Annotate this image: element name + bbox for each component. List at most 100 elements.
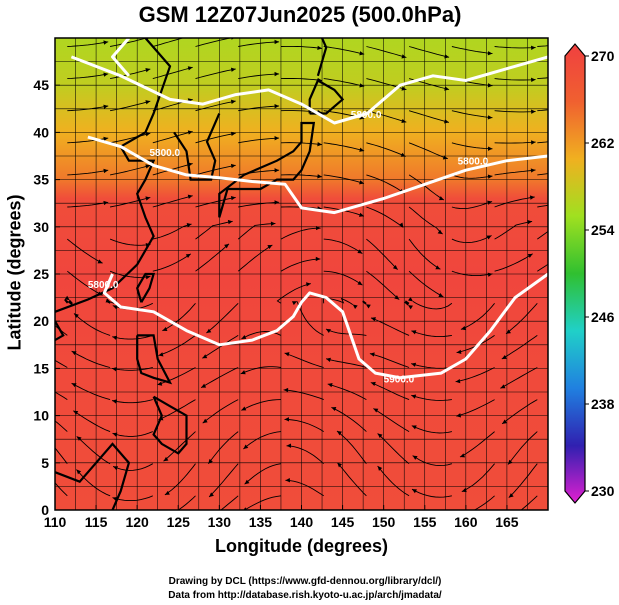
streamline [110,132,151,144]
y-axis-ticks: 0 5 10 15 20 25 30 35 40 45 [33,77,60,518]
streamline-arrow [456,413,462,418]
credit-drawing: Drawing by DCL (https://www.gfd-dennou.o… [168,576,442,587]
streamline [494,169,536,176]
streamline-arrow [64,295,70,301]
streamline-arrow [359,180,365,185]
streamline [241,399,282,411]
streamline-arrow [531,140,536,145]
contour-label: 5800.0 [458,156,489,167]
y-tick-label: 0 [41,502,49,518]
chart-title: GSM 12Z07Jun2025 (500.0hPa) [138,2,462,27]
contour-line [87,135,548,215]
streamline-arrow [241,334,247,339]
streamline [537,109,548,112]
streamline [411,330,452,338]
streamline [323,174,365,184]
streamline [110,100,151,112]
streamline [200,367,239,388]
streamline [451,46,493,55]
streamline [537,263,548,272]
streamline-arrow [460,453,466,458]
streamline-arrow [398,222,404,228]
streamline [112,431,153,437]
streamline [411,394,452,401]
streamline [537,45,548,47]
streamline [451,110,493,119]
streamline-arrow [291,301,297,306]
streamline-arrow [230,67,236,72]
streamline-arrow [230,163,236,169]
streamline-arrow [392,265,398,270]
streamline-arrow [230,195,236,201]
streamline [112,495,153,502]
streamline-arrow [274,168,280,173]
streamline-arrow [325,328,331,334]
streamline-arrow [145,132,151,137]
streamline-arrow [202,354,208,359]
y-tick-label: 45 [33,77,49,93]
streamline-arrow [284,417,290,422]
streamline-arrow [145,100,151,105]
streamline-arrow [241,406,247,411]
colorbar-tick-label: 254 [591,222,615,238]
streamline-arrow [76,469,82,475]
streamline [67,238,103,264]
x-tick-label: 160 [454,514,478,530]
streamline [461,463,495,493]
x-tick-label: 130 [208,514,232,530]
streamline-arrow [411,394,417,399]
streamline [157,367,196,386]
coastline [173,113,221,181]
streamline [408,174,445,201]
colorbar-body [564,43,586,504]
streamline-arrow [315,225,321,231]
streamline-arrow [487,83,493,88]
streamline-arrow [326,357,331,362]
x-tick-label: 135 [249,514,273,530]
streamline [237,223,276,240]
streamline-arrow [274,200,280,205]
streamline [366,206,404,228]
streamline-arrow [408,297,413,302]
streamline-arrow [103,104,109,109]
streamline-arrow [306,282,311,287]
streamline [162,303,196,332]
streamline-arrow [531,77,536,83]
streamline-arrow [502,419,508,424]
streamline [55,391,68,400]
streamline [373,408,410,432]
streamline-arrow [435,265,441,270]
streamline-arrow [530,168,536,173]
streamline [451,201,493,210]
streamline [366,142,406,157]
streamline [164,463,196,496]
streamline-arrow [317,142,322,147]
streamline-arrow [274,136,280,141]
streamline-arrow [274,39,280,45]
streamline [369,353,410,368]
streamline [494,46,536,49]
streamline [202,335,239,359]
streamline-arrow [369,352,375,357]
streamline [280,227,321,240]
contour-label: 5800.0 [149,148,180,159]
streamline-arrow [412,455,418,460]
coastline [55,442,131,510]
streamline [366,78,407,91]
streamline [408,206,443,235]
streamline-arrow [103,200,109,206]
streamline [111,367,153,371]
streamline [71,350,111,368]
streamline-arrow [456,349,462,355]
streamline [327,383,367,400]
streamline-arrow [487,174,493,179]
streamline [152,163,193,176]
streamline-arrow [370,381,376,387]
streamline-arrow [370,317,376,322]
streamline [507,431,538,465]
streamline-arrow [365,304,371,309]
streamline [325,328,367,336]
streamline-arrow [111,367,117,372]
streamline-arrow [103,72,109,77]
